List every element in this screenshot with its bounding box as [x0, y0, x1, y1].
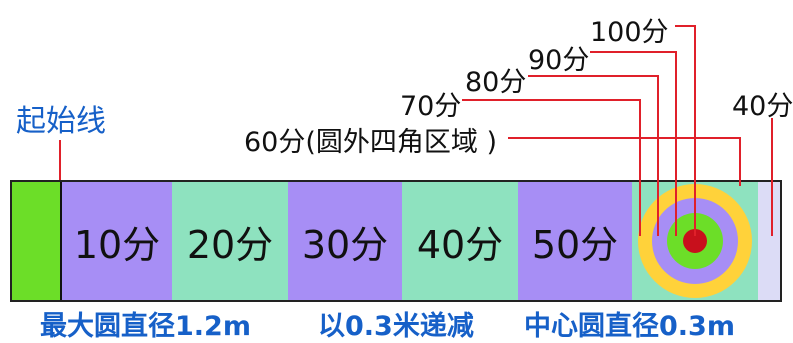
target-zone [632, 182, 758, 300]
zone-label: 50分 [531, 222, 619, 267]
bottom-text-right: 中心圆直径0.3m [524, 311, 735, 342]
score-label-90: 90分 [528, 45, 590, 76]
target-rings [638, 184, 752, 298]
score-label-70: 70分 [400, 91, 462, 122]
ring-100 [683, 229, 707, 253]
zone-30: 30分 [288, 182, 402, 300]
zone-bar: 10分 20分 30分 40分 50分 [10, 180, 782, 302]
zone-10: 10分 [62, 182, 172, 300]
leader-100 [675, 25, 696, 236]
zone-40: 40分 [402, 182, 518, 300]
bottom-text-left: 最大圆直径1.2m [40, 311, 251, 342]
zone-label: 40分 [416, 222, 504, 267]
score-label-100: 100分 [590, 17, 669, 48]
leader-90 [590, 51, 677, 236]
score-label-40-strip: 40分 [732, 91, 793, 122]
zone-start [12, 182, 60, 300]
score-label-60: 60分(圆外四角区域 ) [244, 127, 498, 158]
zone-50: 50分 [518, 182, 632, 300]
start-line [60, 182, 62, 300]
zone-20: 20分 [172, 182, 288, 300]
start-line-label: 起始线 [16, 104, 106, 139]
zone-40-strip [758, 182, 780, 300]
zone-label: 20分 [186, 222, 274, 267]
score-label-80: 80分 [465, 67, 527, 98]
leader-80 [528, 75, 659, 236]
leader-70 [462, 99, 641, 236]
leader-60 [508, 137, 741, 186]
bottom-text-middle: 以0.3米递减 [318, 311, 474, 342]
zone-label: 30分 [301, 222, 389, 267]
zone-label: 10分 [73, 222, 161, 267]
